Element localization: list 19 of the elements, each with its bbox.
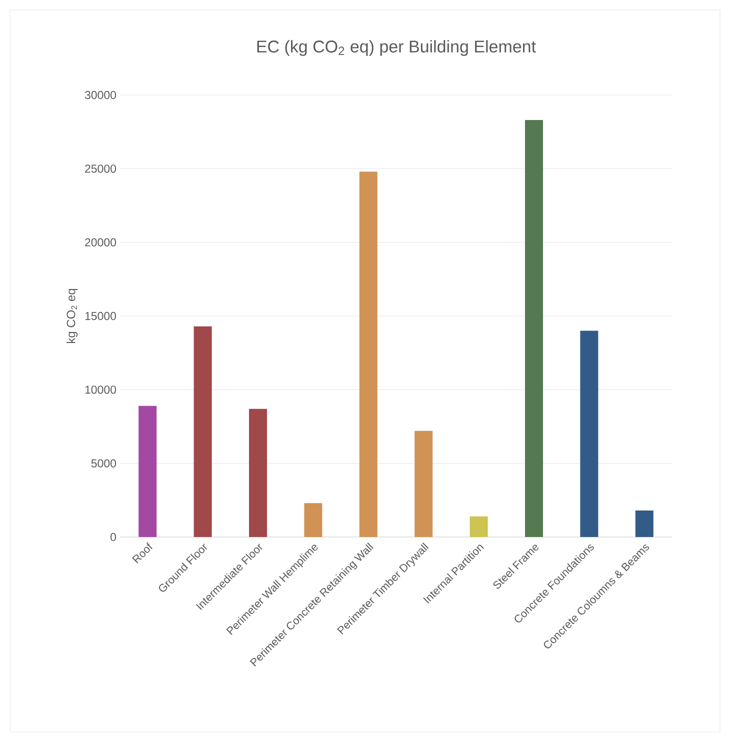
bar: [359, 172, 378, 537]
bar: [414, 430, 433, 537]
bar: [304, 503, 322, 537]
bar: [635, 510, 654, 537]
bar: [525, 120, 543, 537]
y-axis-title: kg CO$_{2}$ eq: [66, 288, 78, 343]
bar: [470, 516, 488, 537]
y-tick-label: 20000: [85, 238, 116, 246]
bar: [249, 408, 267, 537]
y-tick-label: 30000: [84, 90, 116, 100]
y-tick-label: 25000: [85, 164, 116, 173]
bar: [138, 406, 157, 537]
chart-title: EC (kg CO$_{2}$ eq) per Building Element: [257, 40, 536, 56]
y-tick-label: 10000: [85, 386, 116, 394]
bar: [194, 326, 212, 537]
y-tick-label: 0: [110, 532, 116, 542]
bar: [580, 330, 598, 537]
y-tick-label: 15000: [85, 312, 116, 320]
y-tick-label: 5000: [91, 459, 116, 468]
